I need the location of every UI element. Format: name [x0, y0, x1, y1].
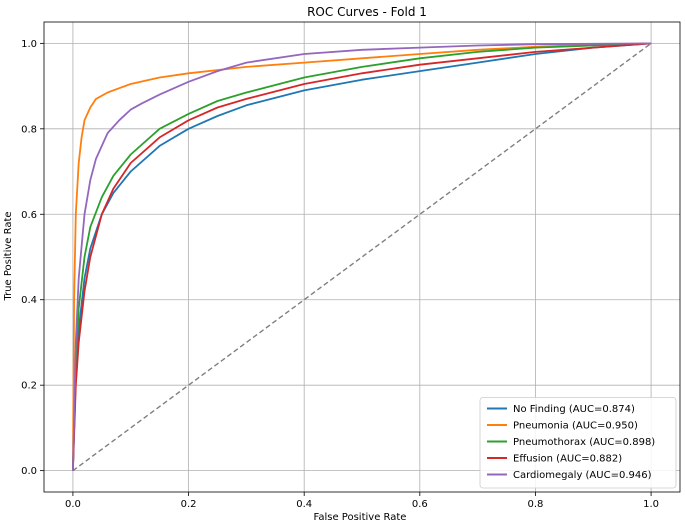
grid	[44, 22, 680, 492]
series-line-1	[72, 42, 652, 471]
y-tick-label: 0.8	[21, 124, 37, 135]
y-axis-ticks: 0.0 0.2 0.4 0.6 0.8 1.0	[21, 39, 44, 477]
series-line-3	[72, 42, 652, 471]
x-tick-label: 0.0	[65, 499, 81, 510]
y-tick-label: 0.4	[21, 295, 37, 306]
plot-frame	[43, 21, 681, 493]
legend-label: Pneumonia (AUC=0.950)	[513, 421, 638, 432]
x-axis-label: False Positive Rate	[314, 512, 407, 523]
y-tick-label: 0.2	[21, 381, 37, 392]
legend-label: No Finding (AUC=0.874)	[513, 404, 635, 415]
legend-box	[479, 397, 677, 489]
x-tick-label: 0.2	[181, 499, 197, 510]
legend-label: Effusion (AUC=0.882)	[513, 454, 622, 465]
y-tick-label: 1.0	[21, 39, 37, 50]
x-tick-label: 0.8	[528, 499, 544, 510]
y-tick-label: 0.6	[21, 210, 37, 221]
series-line-2	[72, 42, 652, 471]
x-tick-label: 0.6	[412, 499, 428, 510]
legend-label: Pneumothorax (AUC=0.898)	[513, 437, 655, 448]
series-line-5	[72, 42, 652, 471]
x-tick-label: 1.0	[643, 499, 659, 510]
series-line-4	[72, 42, 652, 471]
x-tick-label: 0.4	[296, 499, 312, 510]
legend-label: Cardiomegaly (AUC=0.946)	[513, 470, 652, 481]
legend: No Finding (AUC=0.874) Pneumonia (AUC=0.9…	[479, 397, 677, 489]
y-axis-label: True Positive Rate	[3, 211, 14, 301]
chart-title: ROC Curves - Fold 1	[307, 5, 427, 19]
series-lines	[72, 42, 652, 471]
x-axis-ticks: 0.0 0.2 0.4 0.6 0.8 1.0	[65, 492, 659, 510]
y-tick-label: 0.0	[21, 466, 37, 477]
